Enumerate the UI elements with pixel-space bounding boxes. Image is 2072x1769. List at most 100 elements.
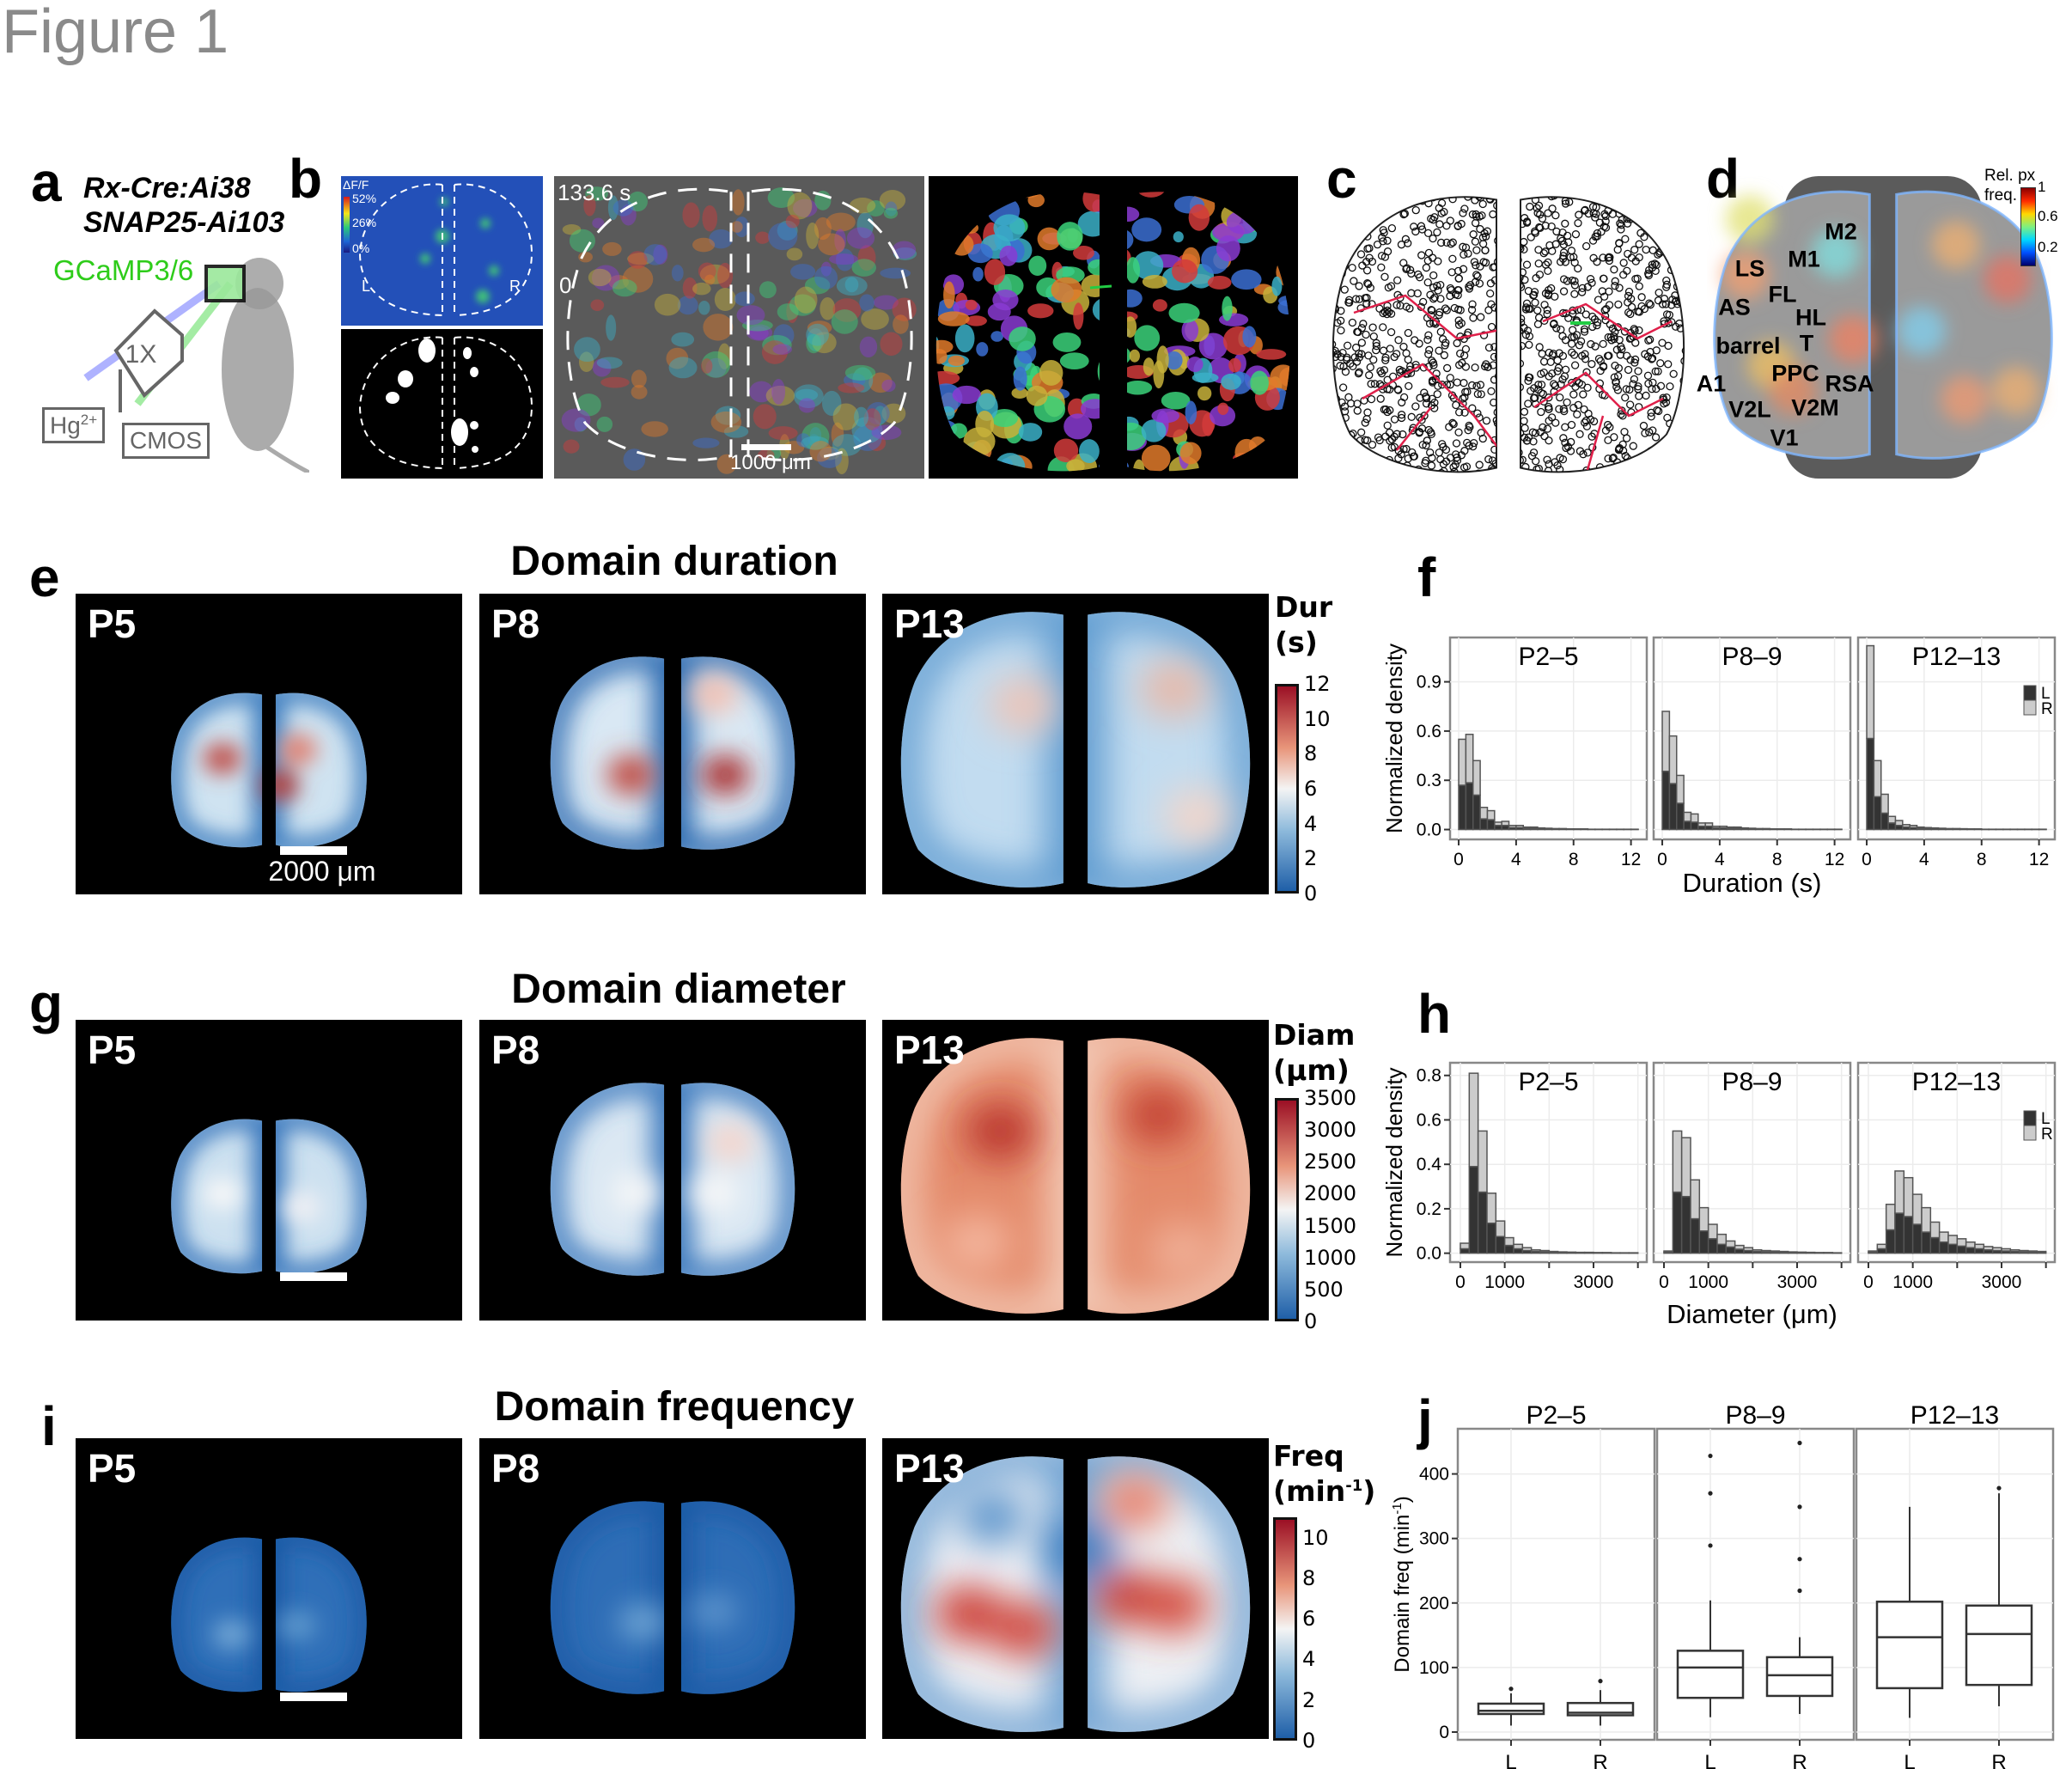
centroid-marker	[1551, 210, 1560, 220]
domain-blob	[698, 262, 716, 280]
centroid-marker	[1484, 343, 1494, 352]
centroid-marker	[1497, 202, 1507, 211]
bar-R	[1668, 735, 1678, 784]
centroid-marker	[1408, 426, 1417, 435]
centroid-marker	[1438, 440, 1447, 448]
domain-blob	[1106, 391, 1119, 418]
domain-blob	[1185, 400, 1197, 424]
centroid-marker	[1618, 412, 1627, 420]
x-tick-label: 1000	[1484, 1272, 1525, 1292]
centroid-marker	[1524, 400, 1533, 408]
centroid-marker	[1572, 331, 1581, 339]
centroid-marker	[1583, 383, 1592, 392]
bar-R	[1468, 1072, 1479, 1168]
centroid-marker	[1456, 306, 1465, 314]
hotspot	[1769, 367, 1817, 415]
centroid-marker	[1507, 204, 1516, 213]
legend-label-L: L	[2041, 1110, 2051, 1128]
centroid-marker	[1467, 306, 1477, 314]
domain-blob	[990, 331, 1003, 342]
value-hotspot	[203, 1178, 242, 1210]
domain-blob	[698, 300, 710, 315]
centroid-marker	[1380, 406, 1388, 414]
domain-blob	[1097, 357, 1114, 387]
domain-blob	[1244, 192, 1261, 202]
frequency-heatmap	[1722, 195, 2040, 424]
centroid-marker	[1569, 351, 1579, 359]
centroid-marker	[1510, 216, 1519, 225]
centroid-marker	[1514, 468, 1523, 473]
hotspots	[203, 1178, 322, 1223]
domain-blob	[608, 275, 629, 290]
value-hotspot	[706, 1123, 755, 1162]
bar-L	[1929, 1236, 1941, 1254]
domain-blob	[960, 192, 992, 212]
domain-blob	[975, 454, 989, 472]
domain-blob	[984, 259, 1006, 285]
domain-blob	[790, 264, 816, 280]
domain-blob	[592, 358, 612, 377]
centroid-marker	[1361, 436, 1369, 444]
centroid-marker	[1385, 428, 1394, 437]
centroid-marker	[1441, 341, 1449, 350]
facet-panel	[1856, 636, 2057, 841]
centroid-marker	[1377, 263, 1386, 271]
domain-blob	[767, 187, 795, 209]
centroid-marker	[1365, 221, 1374, 230]
value-hotspot	[942, 1215, 1011, 1271]
centroid-marker	[1547, 413, 1557, 422]
centroid-marker	[1575, 341, 1584, 350]
hotspot	[1898, 307, 1946, 355]
centroid-marker	[1478, 233, 1488, 242]
centroid-marker	[1430, 293, 1439, 302]
domain-blob	[704, 274, 716, 285]
bar-R	[1796, 1251, 1807, 1254]
centroid-marker	[1328, 430, 1332, 436]
centroid-marker	[1460, 393, 1469, 402]
domain-blob	[879, 190, 906, 211]
x-tick-label: R	[1991, 1751, 2006, 1769]
centroid-marker	[1624, 365, 1633, 375]
facet-panel	[1652, 636, 1852, 841]
centroid-marker	[1440, 208, 1448, 217]
bar-R	[1529, 826, 1539, 829]
y-tick-label: 0.2	[1417, 1199, 1441, 1219]
domain-blob	[569, 229, 596, 253]
bar-R	[1747, 827, 1757, 830]
value-hotspot	[606, 755, 655, 795]
domain-blob	[1082, 192, 1107, 212]
centroid-marker	[1337, 326, 1345, 335]
age-label: P8	[491, 1446, 540, 1491]
centroid-marker	[1582, 368, 1591, 376]
bar-R	[1921, 1206, 1932, 1233]
centroid-marker	[1683, 326, 1685, 335]
bar-R	[1503, 1236, 1514, 1247]
bar-R	[1539, 1249, 1551, 1253]
centroid-marker	[1652, 216, 1661, 224]
centroid-marker	[1611, 282, 1619, 290]
domain-blob	[596, 357, 623, 369]
centroid-marker	[1651, 454, 1660, 463]
centroid-marker	[1679, 454, 1685, 463]
y-tick-label: 0	[1439, 1723, 1449, 1742]
centroid-marker	[1588, 432, 1596, 441]
scale-bar-label: 1000 μm	[730, 451, 811, 474]
value-hotspot	[283, 1192, 322, 1223]
camera-box: CMOS	[122, 423, 210, 459]
bar-L	[1707, 1238, 1718, 1254]
domain-blob	[654, 293, 681, 316]
frequency-cb-title-3: )	[1362, 1474, 1376, 1509]
domain-blob	[627, 251, 648, 269]
domain-blob	[1221, 192, 1252, 195]
centroid-marker	[1338, 349, 1347, 357]
centroid-marker	[1376, 394, 1385, 403]
centroid-marker	[1332, 447, 1335, 455]
centroid-marker	[1417, 416, 1426, 424]
centroid-marker	[1588, 360, 1596, 369]
centroid-marker	[1635, 326, 1643, 335]
bar-R	[1663, 1250, 1674, 1254]
centroid-marker	[1399, 342, 1408, 351]
centroid-marker	[1646, 335, 1655, 344]
domain-blob	[1141, 419, 1167, 442]
